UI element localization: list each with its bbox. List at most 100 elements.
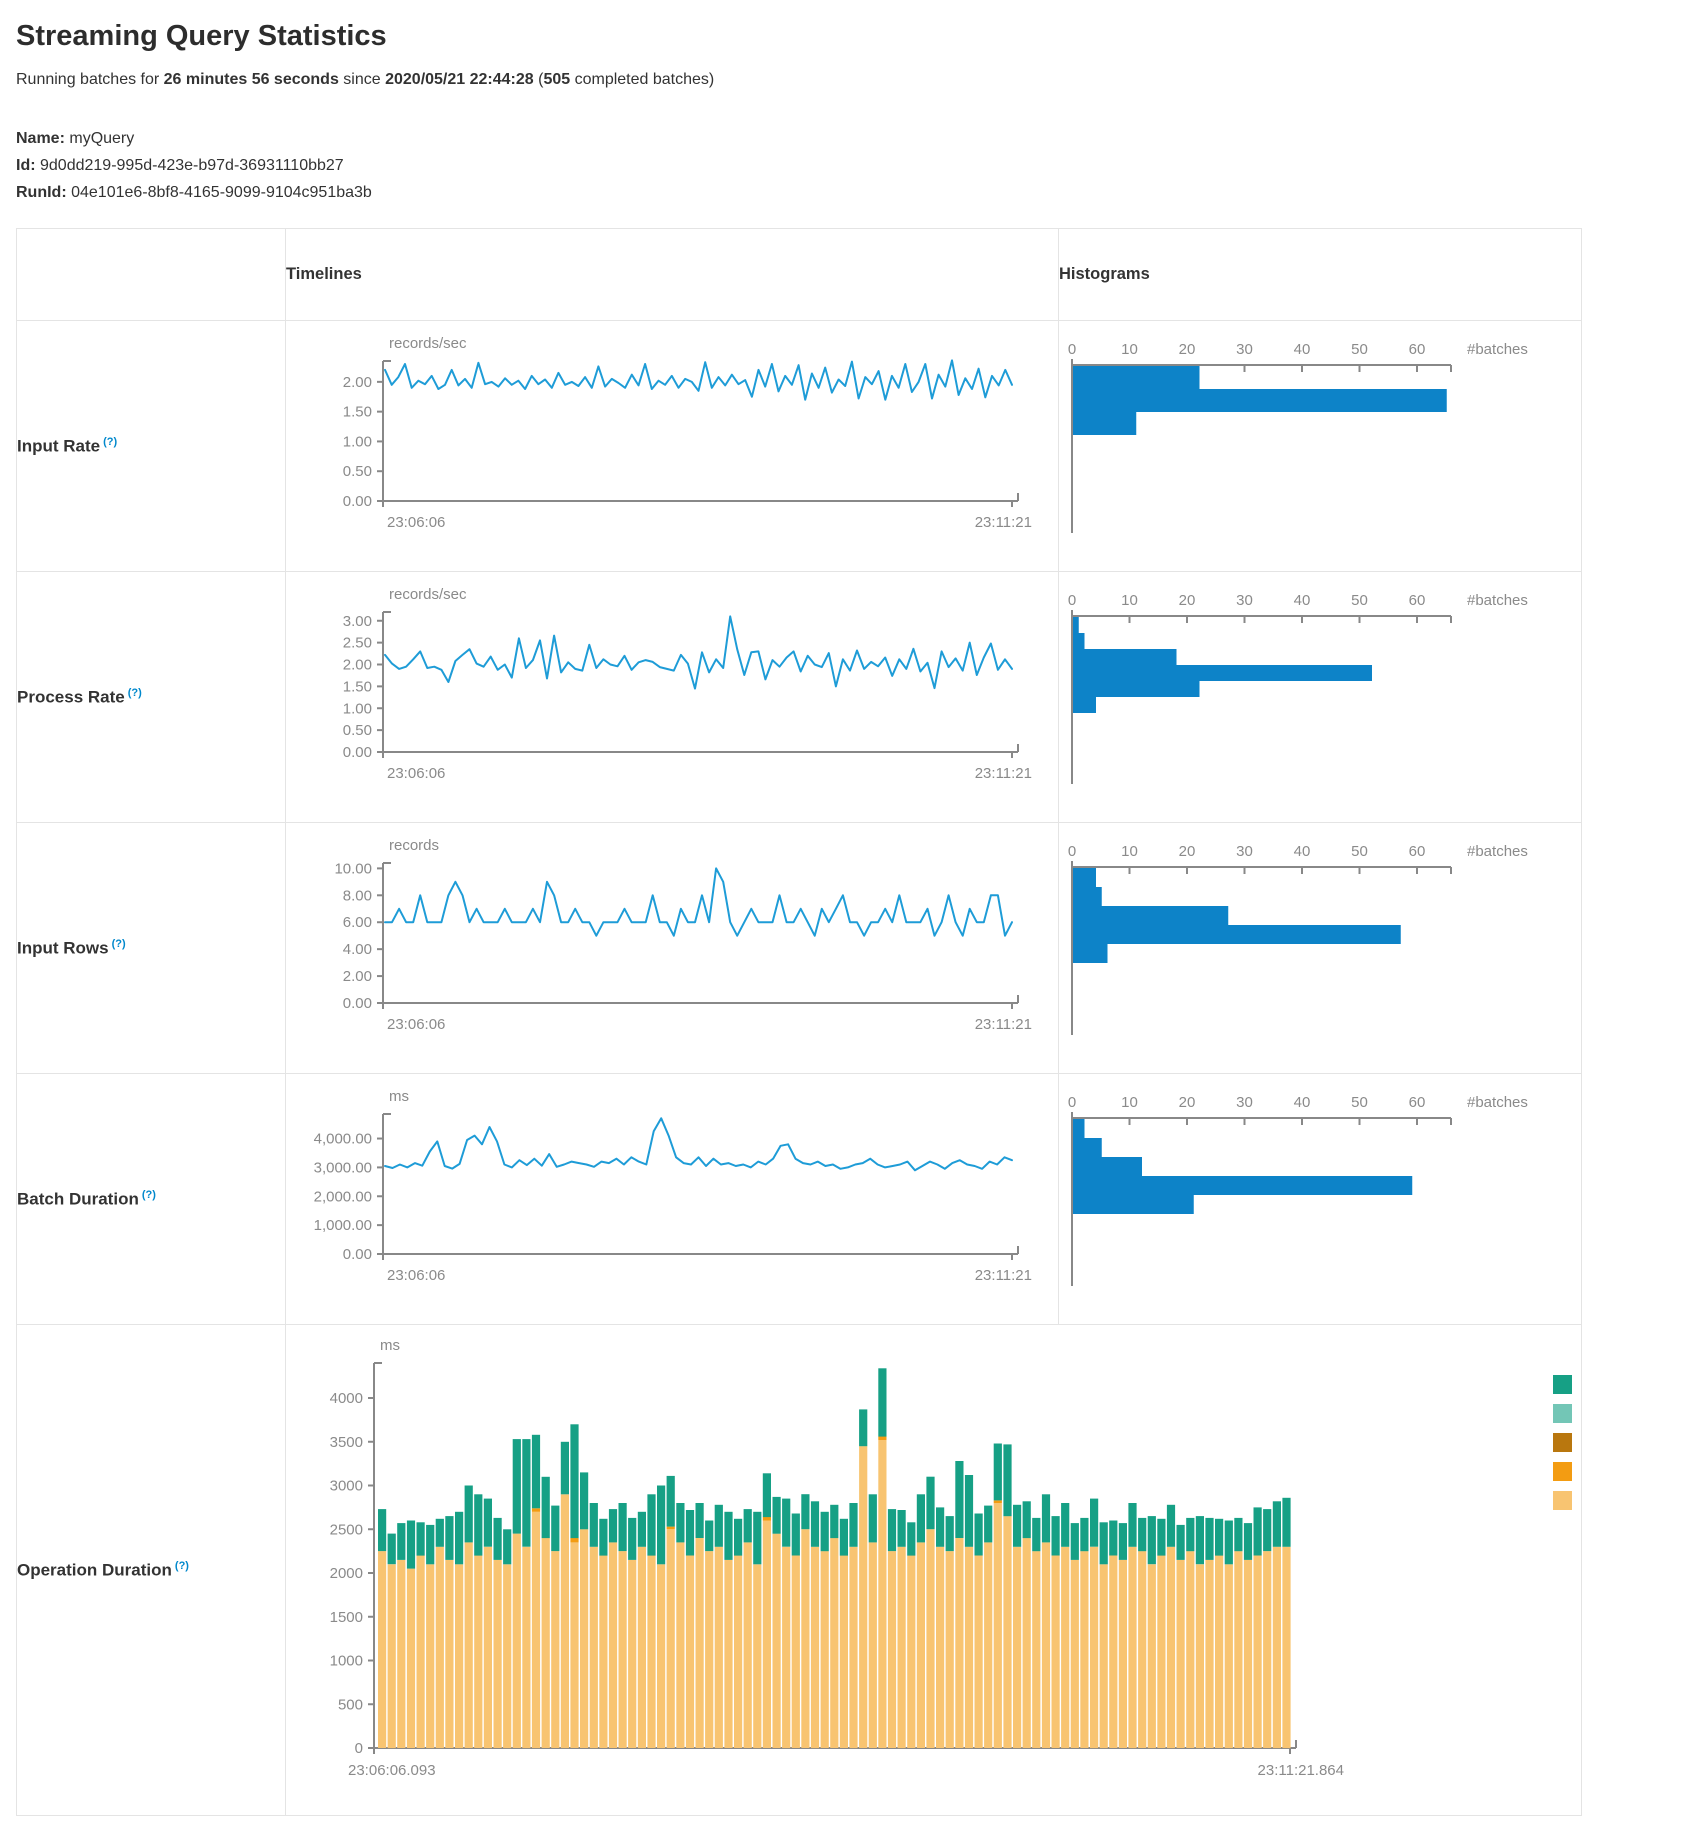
svg-text:0: 0 <box>1068 843 1076 860</box>
stacked-bar-segment <box>647 1494 656 1556</box>
histogram-bar <box>1073 681 1200 697</box>
stacked-bar-segment <box>993 1500 1002 1503</box>
stacked-bar-segment <box>859 1409 868 1447</box>
stacked-bar-segment <box>1224 1520 1233 1565</box>
svg-text:0: 0 <box>355 1740 363 1757</box>
help-icon[interactable]: (?) <box>103 435 118 448</box>
stacked-bar-segment <box>772 1533 781 1748</box>
svg-text:2,000.00: 2,000.00 <box>314 1188 372 1205</box>
stacked-bar-segment <box>1003 1444 1012 1517</box>
stacked-bar-segment <box>1138 1551 1147 1748</box>
operation-duration-row: Operation Duration (?) ms 4000 3500 3000 2500… <box>16 1324 1582 1816</box>
svg-text:8.00: 8.00 <box>343 887 372 904</box>
timelines-column-header: Timelines <box>285 228 1059 321</box>
stacked-bar-segment <box>878 1436 887 1440</box>
svg-text:0.00: 0.00 <box>343 744 372 761</box>
stacked-bar-segment <box>1205 1559 1214 1748</box>
stacked-bar-segment <box>964 1546 974 1749</box>
stacked-bar-segment <box>724 1559 733 1748</box>
stacked-bar-segment <box>1205 1517 1214 1560</box>
svg-text:30: 30 <box>1236 1094 1253 1111</box>
stacked-bar-segment <box>1080 1551 1089 1748</box>
query-metadata: Name: myQuery Id: 9d0dd219-995d-423e-b97… <box>16 125 1677 206</box>
stacked-bar-segment <box>1243 1523 1253 1560</box>
stacked-bar-segment <box>580 1529 589 1748</box>
svg-text:6.00: 6.00 <box>343 914 372 931</box>
svg-text:2.00: 2.00 <box>343 657 372 674</box>
stacked-bar-segment <box>926 1529 935 1748</box>
stacked-bar-segment <box>936 1507 945 1547</box>
query-runid-label: RunId: <box>16 184 67 201</box>
stacked-bar-segment <box>878 1368 887 1437</box>
query-name-row: Name: myQuery <box>16 125 1677 152</box>
stacked-bar-segment <box>830 1504 839 1539</box>
stacked-bar-segment <box>1128 1546 1137 1749</box>
stacked-bar-segment <box>1224 1564 1233 1749</box>
stacked-bar-segment <box>1041 1542 1051 1748</box>
svg-text:0.00: 0.00 <box>343 493 372 510</box>
svg-text:2.00: 2.00 <box>343 968 372 985</box>
svg-text:40: 40 <box>1294 341 1311 358</box>
stacked-bar-segment <box>1282 1546 1291 1749</box>
svg-text:40: 40 <box>1294 592 1311 609</box>
svg-text:records: records <box>389 837 439 854</box>
stacked-bar-segment <box>599 1555 608 1748</box>
stacked-bar-segment <box>464 1542 473 1748</box>
stacked-bar-segment <box>1253 1555 1262 1748</box>
svg-text:4.00: 4.00 <box>343 941 372 958</box>
help-icon[interactable]: (?) <box>141 1188 156 1201</box>
stacked-bar-segment <box>503 1529 512 1565</box>
svg-text:10: 10 <box>1121 843 1138 860</box>
legend-swatch <box>1553 1375 1572 1394</box>
stacked-bar-segment <box>445 1516 454 1560</box>
stacked-bar-segment <box>531 1434 541 1509</box>
help-icon[interactable]: (?) <box>174 1559 189 1572</box>
svg-text:records/sec: records/sec <box>389 335 467 352</box>
stacked-bar-segment <box>560 1441 569 1495</box>
stacked-bar-segment <box>397 1559 406 1748</box>
help-icon[interactable]: (?) <box>127 686 142 699</box>
summary-since-word: since <box>338 71 386 88</box>
stacked-bar-segment <box>916 1542 925 1748</box>
svg-text:2500: 2500 <box>330 1521 363 1538</box>
stacked-bar-segment <box>387 1533 396 1565</box>
svg-text:ms: ms <box>380 1337 400 1354</box>
svg-text:60: 60 <box>1409 1094 1426 1111</box>
stacked-bar-segment <box>1032 1551 1041 1748</box>
stacked-bar-segment <box>1253 1507 1262 1556</box>
stacked-bar-segment <box>907 1555 916 1748</box>
svg-text:#batches: #batches <box>1467 592 1528 609</box>
svg-text:2.00: 2.00 <box>343 374 372 391</box>
stacked-bar-segment <box>1118 1523 1127 1560</box>
stacked-bar-segment <box>810 1501 820 1547</box>
svg-text:500: 500 <box>338 1696 363 1713</box>
stacked-bar-segment <box>551 1551 560 1748</box>
svg-text:1,000.00: 1,000.00 <box>314 1217 372 1234</box>
stacked-bar-segment <box>483 1546 492 1749</box>
stacked-bar-segment <box>445 1559 454 1748</box>
stacked-bar-segment <box>464 1485 473 1543</box>
stacked-bar-segment <box>580 1472 589 1530</box>
stacked-bar-segment <box>628 1517 637 1560</box>
stacked-bar-segment <box>907 1522 916 1556</box>
stacked-bar-segment <box>945 1516 954 1552</box>
svg-text:3500: 3500 <box>330 1434 363 1451</box>
stacked-bar-segment <box>570 1424 579 1539</box>
stacked-bar-segment <box>1128 1503 1137 1547</box>
svg-text:#batches: #batches <box>1467 1094 1528 1111</box>
svg-text:23:11:21: 23:11:21 <box>975 1267 1032 1284</box>
empty-header-cell <box>16 228 286 321</box>
svg-text:4,000.00: 4,000.00 <box>314 1131 372 1148</box>
help-icon[interactable]: (?) <box>111 937 126 950</box>
stacked-bar-segment <box>734 1555 743 1748</box>
stacked-bar-segment <box>993 1443 1002 1501</box>
stacked-bar-segment <box>406 1520 416 1569</box>
stacked-bar-segment <box>1109 1520 1118 1556</box>
svg-text:23:06:06: 23:06:06 <box>387 514 445 531</box>
summary-paren-open: ( <box>533 71 544 88</box>
svg-text:23:06:06: 23:06:06 <box>387 1016 445 1033</box>
stacked-bar-segment <box>762 1473 771 1518</box>
svg-text:1.50: 1.50 <box>343 404 372 421</box>
stacked-bar-segment <box>849 1546 858 1749</box>
